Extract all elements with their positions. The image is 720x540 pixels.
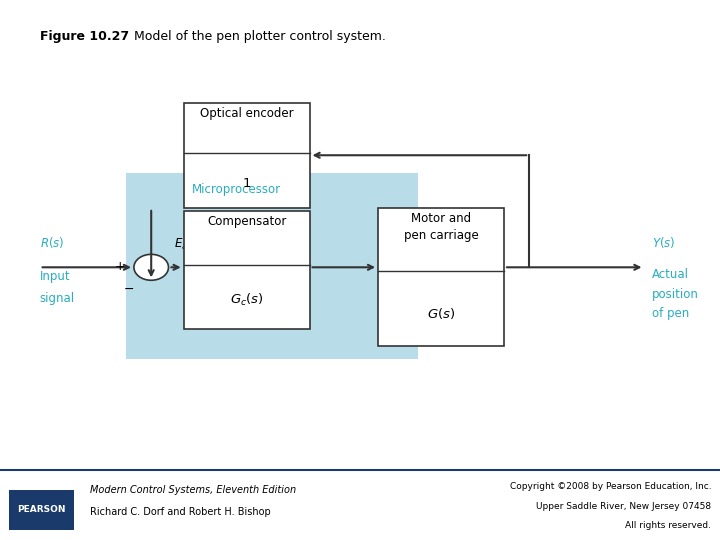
Text: $E_a(s)$: $E_a(s)$	[174, 236, 203, 252]
Text: Input: Input	[40, 270, 71, 283]
Text: All rights reserved.: All rights reserved.	[626, 522, 711, 530]
Text: Microprocessor: Microprocessor	[192, 183, 282, 195]
Text: Modern Control Systems, Eleventh Edition: Modern Control Systems, Eleventh Edition	[90, 485, 296, 495]
Text: Richard C. Dorf and Robert H. Bishop: Richard C. Dorf and Robert H. Bishop	[90, 507, 271, 517]
Text: Copyright ©2008 by Pearson Education, Inc.: Copyright ©2008 by Pearson Education, In…	[510, 482, 711, 491]
FancyBboxPatch shape	[184, 103, 310, 208]
Text: Upper Saddle River, New Jersey 07458: Upper Saddle River, New Jersey 07458	[536, 502, 711, 511]
Text: $R(s)$: $R(s)$	[40, 235, 64, 250]
Text: 1: 1	[243, 177, 251, 190]
Text: Figure 10.27: Figure 10.27	[40, 30, 129, 43]
Text: $G_c(s)$: $G_c(s)$	[230, 292, 264, 308]
Text: Actual: Actual	[652, 268, 688, 281]
Text: signal: signal	[40, 292, 75, 305]
Text: PEARSON: PEARSON	[17, 505, 66, 514]
Text: position: position	[652, 288, 698, 301]
Text: Motor and
pen carriage: Motor and pen carriage	[404, 212, 478, 242]
Text: Optical encoder: Optical encoder	[199, 107, 294, 120]
FancyBboxPatch shape	[126, 173, 418, 359]
FancyBboxPatch shape	[9, 490, 74, 530]
Text: $Y(s)$: $Y(s)$	[652, 235, 675, 250]
Text: Compensator: Compensator	[207, 215, 287, 228]
Text: +: +	[114, 260, 125, 273]
Text: $G(s)$: $G(s)$	[427, 306, 455, 321]
FancyBboxPatch shape	[184, 211, 310, 329]
Text: Model of the pen plotter control system.: Model of the pen plotter control system.	[122, 30, 386, 43]
FancyBboxPatch shape	[378, 208, 504, 346]
Text: −: −	[124, 283, 134, 296]
Text: of pen: of pen	[652, 307, 689, 320]
Circle shape	[134, 254, 168, 280]
